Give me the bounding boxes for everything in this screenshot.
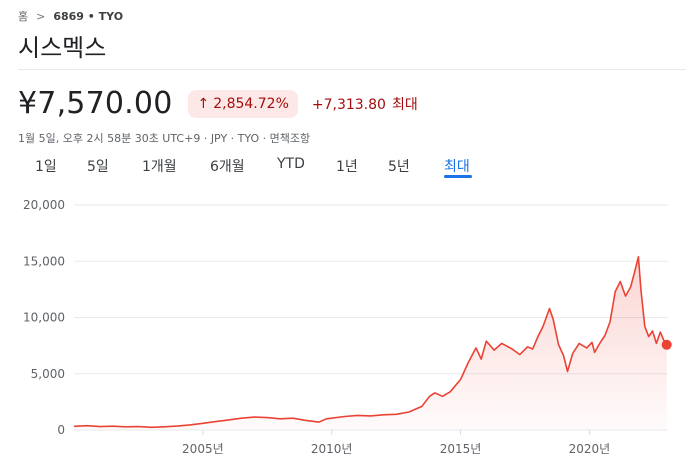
y-axis: 20,000 15,000 10,000 5,000 0 [23,198,65,437]
price-chart[interactable]: 20,000 15,000 10,000 5,000 0 2005년 2010년 2015년… [0,190,686,464]
x-tick-label: 2005년 [182,442,224,456]
breadcrumb: 홈 > 6869 • TYO [18,8,123,24]
change-summary: +7,313.80 최대 [312,94,418,114]
quote-row: ¥7,570.00 ↑ 2,854.72% +7,313.80 최대 [18,86,418,121]
x-axis: 2005년 2010년 2015년 2020년 [182,430,610,456]
change-percent: 2,854.72% [213,95,289,112]
header-divider [18,69,686,70]
breadcrumb-ticker: 6869 • TYO [53,9,124,23]
tab-5d[interactable]: 5일 [87,159,109,175]
x-tick-label: 2010년 [311,442,353,456]
y-tick-label: 5,000 [31,367,65,381]
current-price: ¥7,570.00 [18,86,173,121]
y-tick-label: 0 [57,423,65,437]
tab-ytd[interactable]: YTD [277,156,305,172]
chevron-right-icon: > [36,9,46,23]
change-period: 최대 [391,96,418,113]
tab-1m[interactable]: 1개월 [142,159,177,175]
y-tick-label: 15,000 [23,254,65,268]
tab-1d[interactable]: 1일 [35,159,57,175]
x-tick-label: 2020년 [569,442,611,456]
tab-max[interactable]: 최대 [444,159,470,175]
company-name: 시스멕스 [18,34,107,62]
breadcrumb-home-link[interactable]: 홈 [18,10,29,23]
tab-5y[interactable]: 5년 [388,159,410,175]
quote-meta: 1월 5일, 오후 2시 58분 30초 UTC+9 · JPY · TYO ·… [18,132,311,145]
arrow-up-icon: ↑ [197,95,210,112]
y-tick-label: 10,000 [23,311,65,325]
price-area-fill [74,256,667,430]
x-tick-label: 2015년 [440,442,482,456]
active-tab-indicator [444,175,472,178]
change-percent-badge: ↑ 2,854.72% [188,89,298,118]
tab-6m[interactable]: 6개월 [210,159,245,175]
last-price-marker [661,339,672,350]
y-tick-label: 20,000 [23,198,65,212]
price-line [73,256,668,429]
change-value: +7,313.80 [311,96,386,113]
tab-1y[interactable]: 1년 [336,159,358,175]
